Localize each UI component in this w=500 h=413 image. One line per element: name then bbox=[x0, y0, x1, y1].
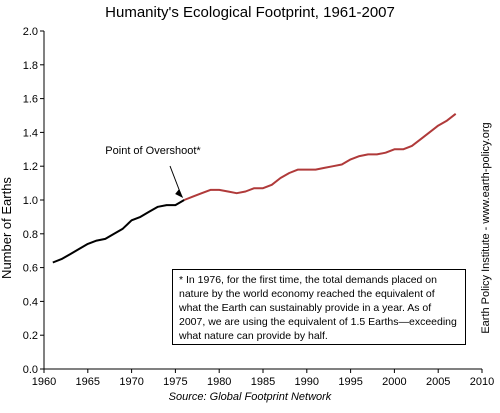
overshoot-arrowhead bbox=[175, 189, 184, 198]
y-tick-label: 0.2 bbox=[23, 330, 38, 342]
series-lines bbox=[52, 113, 457, 264]
x-tick-label: 1980 bbox=[207, 376, 231, 388]
y-tick-label: 0.4 bbox=[23, 296, 38, 308]
y-tick-label: 1.2 bbox=[23, 161, 38, 173]
x-tick-label: 1965 bbox=[76, 376, 100, 388]
y-tick-label: 1.8 bbox=[23, 60, 38, 72]
x-tick-label: 1970 bbox=[119, 376, 143, 388]
y-tick-label: 1.4 bbox=[23, 127, 38, 139]
y-tick-label: 1.6 bbox=[23, 94, 38, 106]
x-tick-label: 1995 bbox=[338, 376, 362, 388]
x-tick-label: 1960 bbox=[32, 376, 56, 388]
x-tick-label: 1985 bbox=[251, 376, 275, 388]
series-before-overshoot bbox=[52, 199, 185, 264]
source-caption: Source: Global Footprint Network bbox=[168, 391, 332, 403]
x-tick-label: 2000 bbox=[382, 376, 406, 388]
x-tick-label: 1990 bbox=[295, 376, 319, 388]
chart-title: Humanity's Ecological Footprint, 1961-20… bbox=[105, 4, 395, 21]
y-tick-label: 0.0 bbox=[23, 364, 38, 376]
annotation-group: Point of Overshoot* bbox=[105, 145, 201, 198]
y-tick-label: 0.6 bbox=[23, 263, 38, 275]
x-tick-label: 1975 bbox=[163, 376, 187, 388]
series-after-overshoot bbox=[183, 113, 457, 201]
overshoot-label: Point of Overshoot* bbox=[105, 145, 201, 157]
axes: 0.0 0.2 0.4 0.6 0.8 1.0 1.2 1.4 1.6 1.8 2.0 1960 196… bbox=[23, 26, 495, 388]
y-tick-label: 2.0 bbox=[23, 26, 38, 38]
x-tick-label: 2010 bbox=[470, 376, 494, 388]
y-tick-label: 0.8 bbox=[23, 229, 38, 241]
note-box: * In 1976, for the first time, the total… bbox=[172, 269, 466, 345]
y-tick-label: 1.0 bbox=[23, 195, 38, 207]
x-tick-label: 2005 bbox=[426, 376, 450, 388]
